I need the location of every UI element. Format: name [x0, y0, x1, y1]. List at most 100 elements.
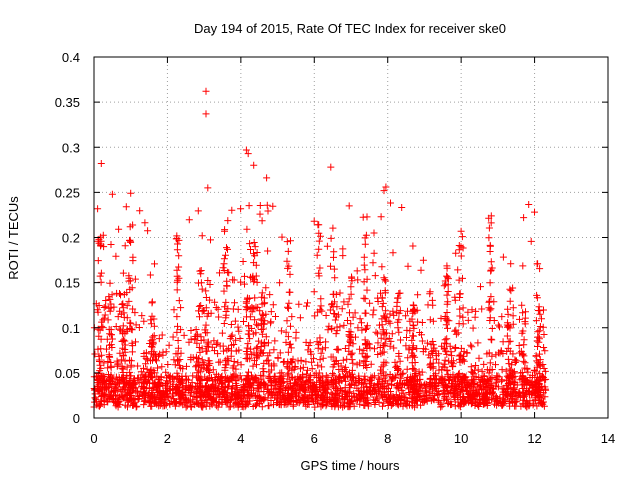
data-point: [525, 388, 533, 396]
data-point: [151, 369, 159, 377]
data-point: [379, 342, 387, 350]
data-point: [486, 314, 494, 322]
data-point: [174, 384, 181, 391]
data-point: [232, 388, 240, 396]
data-point: [406, 327, 414, 335]
data-point: [388, 330, 396, 338]
data-point: [431, 372, 439, 380]
data-point: [166, 386, 174, 394]
data-point: [108, 387, 116, 395]
data-point: [540, 344, 548, 351]
data-point: [242, 303, 250, 311]
data-point: [360, 261, 368, 269]
data-point: [215, 372, 222, 380]
data-point: [241, 272, 248, 280]
data-point: [387, 337, 395, 345]
data-point: [175, 297, 183, 305]
data-point: [197, 333, 205, 341]
data-point: [179, 365, 187, 373]
y-tick-label: 0: [73, 411, 80, 426]
data-point: [100, 314, 108, 322]
data-point: [469, 384, 477, 392]
data-point: [536, 370, 544, 378]
data-point: [468, 306, 476, 314]
data-point: [366, 299, 374, 307]
data-point: [452, 249, 460, 257]
data-point: [306, 372, 314, 380]
data-point: [164, 372, 172, 380]
data-point: [177, 304, 185, 312]
data-point: [395, 365, 402, 373]
data-point: [96, 272, 104, 280]
data-point: [163, 390, 171, 398]
data-point: [192, 363, 200, 371]
data-point: [255, 337, 263, 345]
data-point: [372, 386, 380, 394]
data-point: [288, 359, 296, 367]
data-point: [395, 328, 403, 336]
data-point: [374, 330, 381, 338]
y-tick-label: 0.4: [62, 50, 80, 65]
data-point: [257, 346, 265, 354]
data-point: [239, 258, 247, 265]
data-point: [257, 395, 265, 402]
data-point: [155, 381, 163, 389]
data-point: [100, 304, 108, 311]
data-point: [242, 401, 250, 409]
data-point: [342, 367, 350, 375]
data-point: [140, 401, 148, 409]
data-point: [204, 376, 211, 384]
data-point: [138, 376, 146, 384]
data-point: [344, 300, 352, 308]
data-point: [107, 373, 115, 381]
data-point: [284, 333, 292, 341]
data-point: [148, 343, 156, 351]
data-point: [317, 374, 325, 382]
data-point: [260, 388, 268, 395]
data-point: [295, 300, 303, 308]
data-point: [314, 399, 322, 407]
data-point: [504, 385, 512, 393]
data-point: [525, 201, 533, 208]
data-point: [411, 386, 419, 394]
data-point: [331, 357, 339, 365]
data-point: [430, 395, 437, 403]
data-point: [360, 278, 368, 286]
data-point: [478, 378, 486, 386]
data-point: [494, 321, 502, 329]
data-point: [427, 340, 435, 348]
data-point: [347, 283, 355, 291]
data-point: [370, 229, 378, 237]
data-point: [121, 242, 129, 250]
data-point: [441, 315, 449, 323]
data-point: [149, 374, 157, 382]
data-point: [173, 246, 181, 254]
data-point: [426, 316, 434, 324]
data-point: [474, 390, 482, 398]
data-point: [224, 268, 232, 276]
data-point: [223, 375, 231, 383]
data-point: [509, 398, 516, 406]
data-point: [215, 358, 223, 366]
data-point: [528, 379, 536, 387]
chart-title: Day 194 of 2015, Rate Of TEC Index for r…: [194, 21, 506, 36]
data-point: [126, 277, 134, 285]
data-point: [448, 401, 456, 408]
data-point: [279, 378, 287, 386]
data-point: [228, 392, 236, 400]
data-point: [355, 392, 363, 400]
data-point: [403, 365, 411, 373]
data-point: [269, 301, 277, 309]
data-point: [334, 345, 342, 353]
data-point: [457, 385, 465, 393]
data-point: [294, 357, 302, 365]
data-point: [416, 384, 424, 392]
data-point: [446, 342, 454, 350]
data-point: [378, 321, 386, 329]
data-point: [346, 373, 354, 381]
data-point: [329, 363, 337, 371]
data-point: [270, 373, 278, 381]
data-point: [457, 377, 465, 385]
data-point: [422, 396, 430, 404]
data-point: [468, 343, 476, 351]
